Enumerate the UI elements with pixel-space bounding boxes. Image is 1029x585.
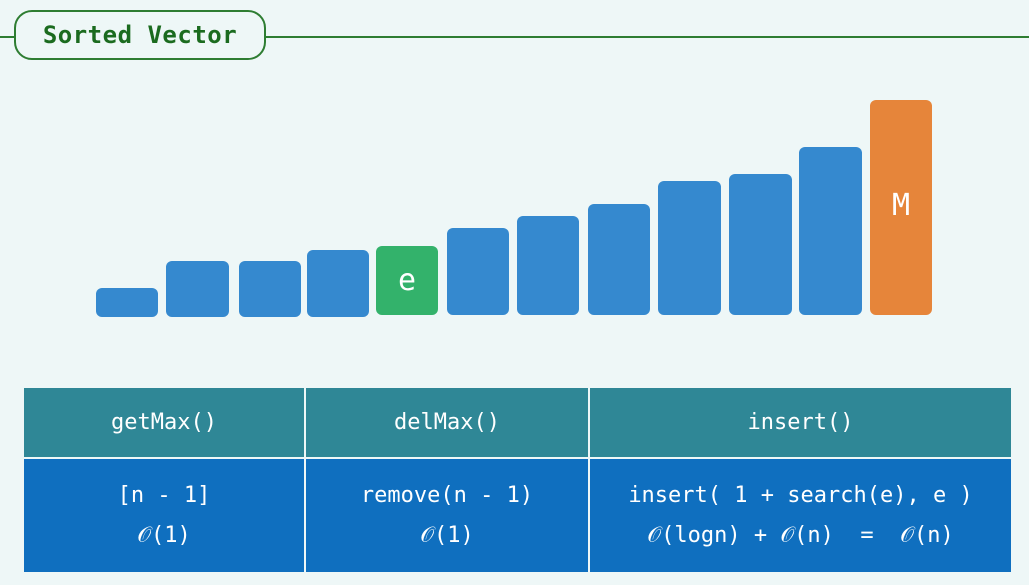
vector-element-bar — [517, 216, 579, 315]
inserted-element-bar: e — [376, 246, 438, 315]
bar-label: M — [891, 188, 911, 223]
cell-delmax: remove(n - 1) 𝒪(1) — [306, 459, 588, 572]
delmax-operation: remove(n - 1) — [360, 482, 534, 508]
page-title: Sorted Vector — [42, 21, 238, 49]
getmax-operation: [n - 1] — [117, 482, 211, 508]
header-getmax: getMax() — [24, 388, 304, 457]
vector-element-bar — [588, 204, 650, 315]
vector-element-bar — [307, 250, 369, 317]
vector-element-bar — [166, 261, 229, 317]
vector-element-bar — [447, 228, 509, 315]
cost-table: getMax() delMax() insert() [n - 1] 𝒪(1) … — [24, 388, 1011, 572]
vector-element-bar — [239, 261, 301, 317]
cell-getmax: [n - 1] 𝒪(1) — [24, 459, 304, 572]
title-rule — [0, 36, 1029, 38]
title-box: Sorted Vector — [14, 10, 266, 60]
insert-complexity: 𝒪(logn) + 𝒪(n) = 𝒪(n) — [647, 522, 954, 548]
delmax-complexity: 𝒪(1) — [420, 522, 474, 548]
header-insert: insert() — [590, 388, 1011, 457]
insert-operation: insert( 1 + search(e), e ) — [628, 482, 973, 508]
getmax-complexity: 𝒪(1) — [137, 522, 191, 548]
vector-element-bar — [658, 181, 721, 315]
bar-label: e — [397, 263, 417, 298]
vector-element-bar — [729, 174, 792, 315]
vector-element-bar — [799, 147, 862, 315]
cell-insert: insert( 1 + search(e), e ) 𝒪(logn) + 𝒪(n… — [590, 459, 1011, 572]
header-delmax: delMax() — [306, 388, 588, 457]
vector-element-bar — [96, 288, 158, 317]
max-element-bar: M — [870, 100, 932, 315]
